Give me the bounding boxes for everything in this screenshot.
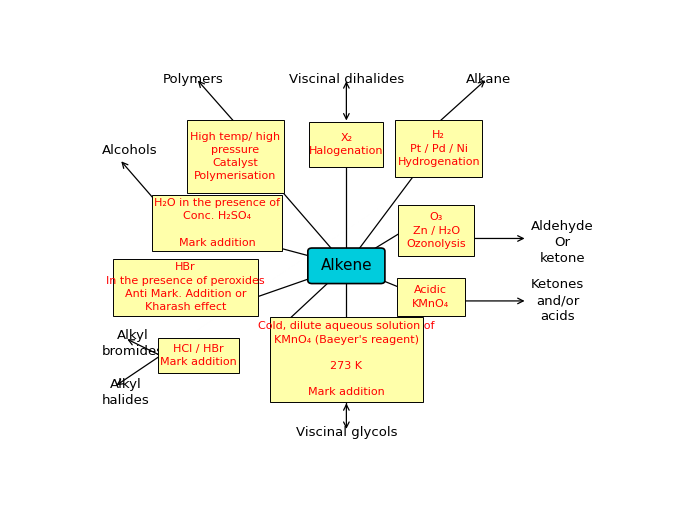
Text: Viscinal dihalides: Viscinal dihalides <box>289 73 404 86</box>
Text: Cold, dilute aqueous solution of
KMnO₄ (Baeyer's reagent)

273 K

Mark addition: Cold, dilute aqueous solution of KMnO₄ (… <box>258 321 434 397</box>
FancyBboxPatch shape <box>270 316 423 403</box>
Text: Alkane: Alkane <box>466 73 511 86</box>
FancyBboxPatch shape <box>395 120 482 177</box>
Text: O₃
Zn / H₂O
Ozonolysis: O₃ Zn / H₂O Ozonolysis <box>407 212 466 249</box>
FancyBboxPatch shape <box>113 259 258 315</box>
Text: Alkyl
bromides: Alkyl bromides <box>102 330 164 358</box>
FancyBboxPatch shape <box>396 278 465 315</box>
Text: Alcohols: Alcohols <box>102 144 157 157</box>
Text: HCl / HBr
Mark addition: HCl / HBr Mark addition <box>160 344 237 367</box>
Text: H₂
Pt / Pd / Ni
Hydrogenation: H₂ Pt / Pd / Ni Hydrogenation <box>398 130 480 167</box>
Text: Viscinal glycols: Viscinal glycols <box>296 426 397 439</box>
Text: High temp/ high
pressure
Catalyst
Polymerisation: High temp/ high pressure Catalyst Polyme… <box>191 132 281 182</box>
FancyBboxPatch shape <box>187 120 285 193</box>
Text: Polymers: Polymers <box>163 73 223 86</box>
FancyBboxPatch shape <box>308 248 385 283</box>
Text: Aldehyde
Or
ketone: Aldehyde Or ketone <box>531 220 594 265</box>
Text: X₂
Halogenation: X₂ Halogenation <box>309 133 383 156</box>
Text: HBr
In the presence of peroxides
Anti Mark. Addition or
Kharash effect: HBr In the presence of peroxides Anti Ma… <box>106 263 265 312</box>
Text: Acidic
KMnO₄: Acidic KMnO₄ <box>412 285 449 309</box>
Text: Ketones
and/or
acids: Ketones and/or acids <box>531 278 584 323</box>
Text: Alkene: Alkene <box>321 258 373 273</box>
FancyBboxPatch shape <box>153 195 282 251</box>
Text: H₂O in the presence of
Conc. H₂SO₄

Mark addition: H₂O in the presence of Conc. H₂SO₄ Mark … <box>154 198 280 247</box>
FancyBboxPatch shape <box>398 205 475 256</box>
FancyBboxPatch shape <box>158 338 240 373</box>
Text: Alkyl
halides: Alkyl halides <box>102 378 150 407</box>
FancyBboxPatch shape <box>309 122 383 167</box>
